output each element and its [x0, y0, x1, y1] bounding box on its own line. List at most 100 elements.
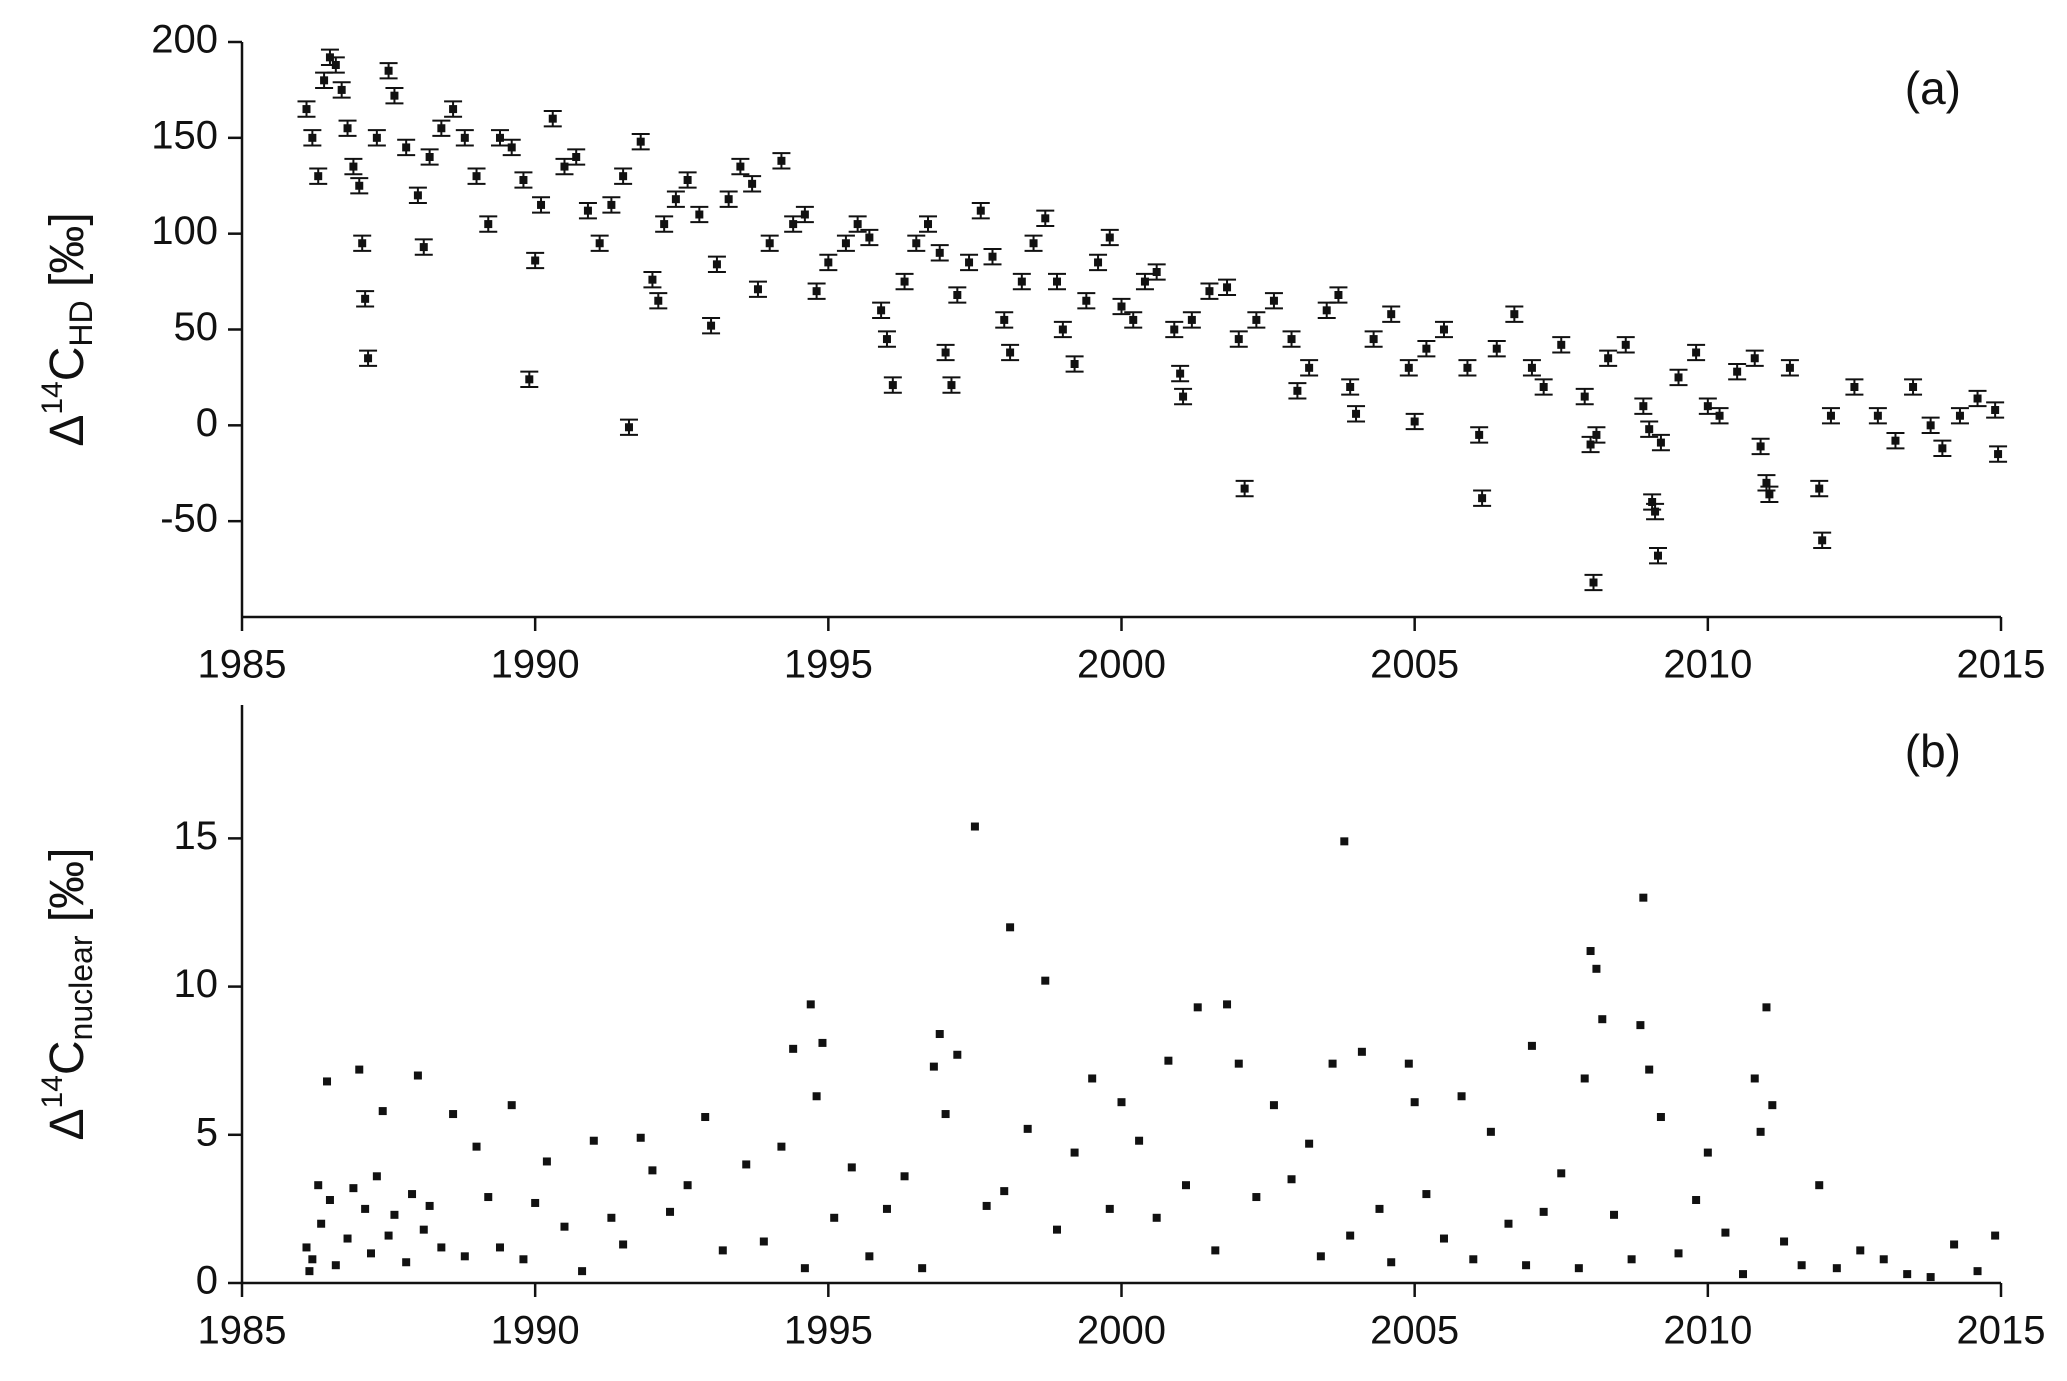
point	[519, 1255, 528, 1264]
y-tick-label: 100	[151, 209, 218, 253]
point	[1094, 258, 1103, 267]
point	[666, 1207, 675, 1216]
point	[1316, 1252, 1325, 1261]
point	[1586, 947, 1595, 956]
y-label-sub: HD	[63, 300, 99, 346]
point	[366, 1249, 375, 1258]
point	[1926, 421, 1935, 430]
y-label-prefix: Δ	[41, 415, 94, 447]
y-tick-label: 0	[196, 401, 218, 445]
point	[1639, 893, 1648, 902]
point	[1891, 436, 1900, 445]
point	[865, 233, 874, 242]
point	[636, 1133, 645, 1142]
x-tick-label: 2010	[1663, 1309, 1752, 1353]
point	[1756, 1127, 1765, 1136]
point	[1873, 411, 1882, 420]
point	[507, 143, 516, 152]
point	[953, 1050, 962, 1059]
x-tick-label: 1985	[198, 643, 287, 687]
point	[1651, 507, 1660, 516]
y-axis-label: Δ14CHD [‰]	[36, 212, 100, 446]
point	[818, 1038, 827, 1047]
x-tick-label: 2010	[1663, 643, 1752, 687]
y-tick-label: 10	[174, 962, 219, 1006]
point	[1322, 306, 1331, 315]
point	[1211, 1246, 1220, 1255]
point	[1029, 239, 1038, 248]
point	[1135, 1136, 1144, 1145]
point	[1439, 1234, 1448, 1243]
x-tick-label: 1990	[491, 643, 580, 687]
point	[525, 375, 534, 384]
point	[495, 1243, 504, 1252]
point	[1404, 363, 1413, 372]
panel-label: (b)	[1905, 725, 1961, 777]
point	[660, 220, 669, 229]
point	[384, 66, 393, 75]
point	[1053, 1225, 1062, 1234]
point	[1510, 310, 1519, 319]
y-label-suffix: [‰]	[41, 212, 94, 300]
point	[495, 133, 504, 142]
point	[1785, 363, 1794, 372]
point	[648, 275, 657, 284]
point	[1205, 287, 1214, 296]
point	[1334, 291, 1343, 299]
point	[1410, 417, 1419, 426]
point	[759, 1237, 768, 1246]
point	[1765, 490, 1774, 499]
point	[343, 1234, 352, 1243]
point	[724, 195, 733, 204]
point	[349, 162, 358, 171]
point	[507, 1101, 516, 1110]
point	[607, 1213, 616, 1222]
point	[1193, 1003, 1202, 1012]
point	[824, 258, 833, 267]
point	[1328, 1059, 1337, 1068]
point	[1973, 1267, 1982, 1276]
point	[364, 354, 373, 363]
point	[578, 1267, 587, 1276]
point	[607, 200, 616, 209]
point	[460, 133, 469, 142]
point	[1648, 498, 1657, 506]
point	[1527, 1041, 1536, 1050]
point	[1176, 369, 1185, 378]
point	[648, 1166, 657, 1175]
point	[355, 1065, 364, 1074]
point	[941, 348, 950, 357]
point	[1926, 1273, 1935, 1282]
point	[695, 210, 704, 219]
point	[865, 1252, 874, 1261]
point	[812, 1092, 821, 1101]
point	[1287, 1175, 1296, 1184]
point	[305, 1267, 314, 1276]
point	[1000, 315, 1009, 324]
point	[583, 206, 592, 215]
point	[1639, 402, 1648, 411]
point	[1739, 1270, 1748, 1279]
point	[361, 1204, 370, 1213]
point	[537, 200, 546, 209]
point	[982, 1201, 991, 1210]
point	[1756, 442, 1765, 451]
point	[425, 1201, 434, 1210]
point	[1140, 277, 1149, 286]
point	[372, 133, 381, 142]
point	[1539, 1207, 1548, 1216]
point	[408, 1190, 417, 1199]
point	[1645, 425, 1654, 434]
point	[924, 220, 933, 229]
point	[1346, 1231, 1355, 1240]
point	[1375, 1204, 1384, 1213]
point	[323, 1077, 332, 1086]
point	[548, 114, 557, 123]
point	[1991, 406, 2000, 414]
point	[1850, 383, 1859, 391]
point	[1006, 348, 1015, 357]
point	[777, 1142, 786, 1151]
point	[1610, 1210, 1619, 1219]
point	[560, 1222, 569, 1231]
point	[1117, 302, 1126, 311]
